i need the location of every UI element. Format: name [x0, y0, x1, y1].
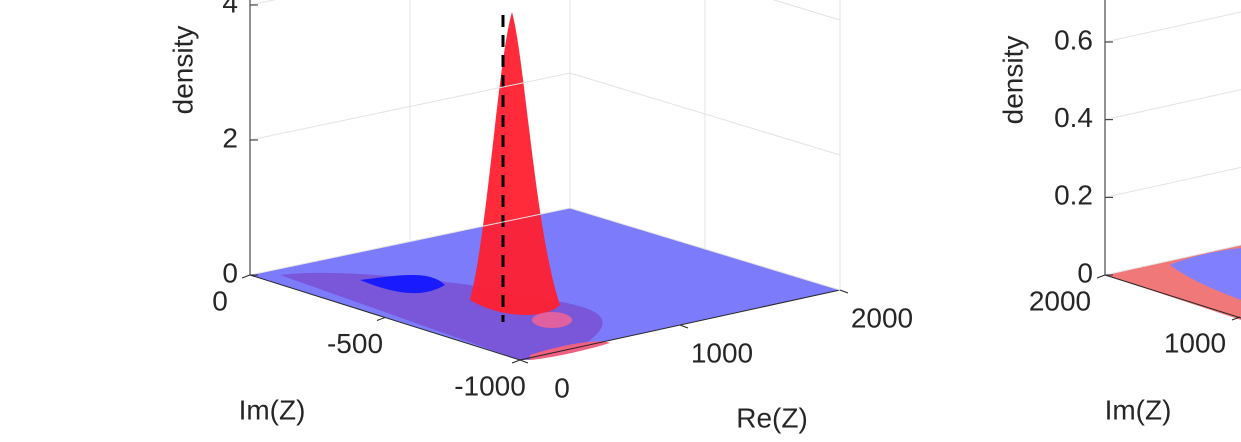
x-tick-label: 0	[212, 285, 228, 316]
grid-line	[1104, 244, 1241, 276]
z-tick-label: 2	[222, 122, 238, 153]
z-tick-label: 0.6	[1054, 24, 1093, 55]
x-tick	[376, 317, 386, 321]
y-tick	[839, 289, 849, 294]
y-tick	[679, 324, 689, 329]
z-axis-label: density	[167, 26, 198, 115]
surface-region	[530, 341, 610, 360]
x-axis-label: Im(Z)	[239, 394, 306, 425]
y-tick-label: 2000	[851, 302, 913, 333]
x-tick-label: -1000	[454, 370, 526, 401]
z-tick-label: 0.4	[1054, 102, 1093, 133]
surface-region	[360, 275, 445, 294]
z-tick-label: 0	[1077, 257, 1093, 288]
surface-region	[532, 312, 572, 328]
surface-region	[280, 272, 603, 360]
grid-line	[249, 72, 841, 156]
grid-line	[1104, 89, 1241, 121]
x-tick	[511, 359, 521, 364]
z-axis-label: density	[997, 36, 1028, 125]
grid-line	[249, 0, 841, 21]
z-tick-label: 4	[222, 0, 238, 18]
z-tick-label: 0	[222, 257, 238, 288]
x-tick	[1231, 316, 1241, 321]
x-axis-label: Im(Z)	[1105, 394, 1172, 425]
grid-line	[1104, 166, 1241, 198]
y-tick-label: 1000	[691, 337, 753, 368]
grid-line	[1104, 11, 1241, 43]
surface-peak	[470, 12, 560, 316]
x-axis-line	[1104, 274, 1241, 319]
x-tick-label: 1000	[1164, 327, 1226, 358]
grid-line	[249, 207, 841, 291]
y-axis-label: Re(Z)	[736, 402, 808, 433]
x-tick-label: 2000	[1029, 285, 1091, 316]
y-tick-label: 0	[554, 372, 570, 403]
x-tick-label: -500	[327, 328, 383, 359]
y-tick	[519, 359, 529, 364]
z-tick-label: 0.2	[1054, 180, 1093, 211]
x-tick	[1096, 274, 1106, 279]
x-tick	[241, 274, 251, 279]
surface-region	[1170, 248, 1241, 300]
